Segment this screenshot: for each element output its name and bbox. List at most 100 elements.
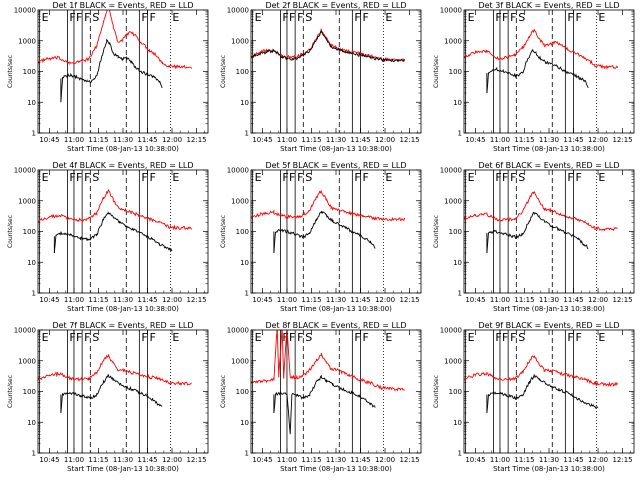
x-tick-label: 10:45 xyxy=(252,136,272,144)
y-tick-label: 10 xyxy=(453,99,462,107)
y-tick-label: 1 xyxy=(32,130,36,138)
marker-label: E xyxy=(385,171,392,184)
chart-title: Det 8f BLACK = Events, RED = LLD xyxy=(265,321,406,330)
x-tick-label: 12:00 xyxy=(375,296,395,304)
series-group xyxy=(38,10,193,103)
x-tick-label: 11:15 xyxy=(88,456,108,464)
y-tick-label: 10000 xyxy=(14,7,36,15)
lld-series-red xyxy=(38,354,192,387)
marker-label: E xyxy=(468,171,475,184)
y-ticks xyxy=(251,329,421,454)
marker-label: F xyxy=(76,11,82,24)
y-tick-label: 1 xyxy=(458,290,462,298)
plot-frame xyxy=(250,9,422,134)
marker-lines xyxy=(39,330,171,453)
y-tick-label: 1000 xyxy=(231,357,249,365)
y-tick-label: 100 xyxy=(449,388,462,396)
x-tick-label: 11:15 xyxy=(88,296,108,304)
marker-label: E xyxy=(172,171,179,184)
marker-label: F xyxy=(282,331,288,344)
marker-label: E xyxy=(598,171,605,184)
plot-frame xyxy=(463,9,635,134)
x-axis-label: Start Time (08-Jan-13 10:38:00) xyxy=(67,465,179,473)
x-axis-label: Start Time (08-Jan-13 10:38:00) xyxy=(493,305,605,313)
x-axis-label: Start Time (08-Jan-13 10:38:00) xyxy=(280,465,392,473)
chart-panel-det-3: Det 3f BLACK = Events, RED = LLD Counts/s… xyxy=(433,1,635,153)
y-tick-label: 1 xyxy=(32,450,36,458)
x-tick-label: 11:15 xyxy=(88,136,108,144)
marker-label: F xyxy=(84,11,90,24)
x-tick-label: 11:30 xyxy=(113,456,133,464)
y-tick-label: 1000 xyxy=(444,357,462,365)
y-tick-label: 1 xyxy=(245,290,249,298)
marker-label: F xyxy=(69,331,75,344)
x-tick-label: 12:00 xyxy=(375,456,395,464)
x-tick-label: 11:30 xyxy=(113,136,133,144)
chart-panel-det-4: Det 4f BLACK = Events, RED = LLD Counts/s… xyxy=(7,161,209,313)
y-axis-label: Counts/sec xyxy=(7,215,14,248)
plot-frame xyxy=(463,169,635,294)
marker-label: F xyxy=(363,171,369,184)
y-axis-label: Counts/sec xyxy=(220,215,227,248)
marker-label: F xyxy=(289,11,295,24)
x-ticks xyxy=(49,10,205,133)
x-tick-label: 11:00 xyxy=(490,296,510,304)
y-tick-label: 1000 xyxy=(18,357,36,365)
x-tick-label: 12:00 xyxy=(588,456,608,464)
x-tick-label: 11:45 xyxy=(563,456,583,464)
events-series-black xyxy=(273,210,376,253)
x-tick-label: 10:45 xyxy=(39,136,59,144)
marker-label: E xyxy=(42,171,49,184)
x-tick-label: 11:00 xyxy=(277,136,297,144)
marker-label: F xyxy=(576,331,582,344)
marker-label: F xyxy=(354,171,360,184)
x-ticks xyxy=(49,170,205,293)
marker-label: F xyxy=(510,171,516,184)
x-tick-label: 11:45 xyxy=(350,456,370,464)
y-tick-label: 1 xyxy=(245,450,249,458)
chart-panel-det-7: Det 7f BLACK = Events, RED = LLD Counts/s… xyxy=(7,321,209,473)
lld-series-red xyxy=(464,191,618,232)
y-tick-label: 100 xyxy=(236,388,249,396)
chart-title: Det 3f BLACK = Events, RED = LLD xyxy=(478,1,619,10)
x-tick-label: 12:00 xyxy=(588,296,608,304)
chart-title: Det 5f BLACK = Events, RED = LLD xyxy=(265,161,406,170)
y-tick-label: 10 xyxy=(27,99,36,107)
lld-series-red xyxy=(464,28,619,70)
x-ticks xyxy=(475,330,631,453)
chart-title: Det 1f BLACK = Events, RED = LLD xyxy=(52,1,193,10)
marker-label: F xyxy=(282,171,288,184)
events-series-black xyxy=(251,30,405,63)
marker-label: E xyxy=(385,331,392,344)
x-tick-label: 12:15 xyxy=(186,136,206,144)
marker-label: F xyxy=(510,11,516,24)
x-tick-label: 10:45 xyxy=(465,136,485,144)
chart-panel-det-8: Det 8f BLACK = Events, RED = LLD Counts/s… xyxy=(220,321,422,473)
marker-label: F xyxy=(576,11,582,24)
plot-frame xyxy=(37,169,209,294)
marker-label: E xyxy=(172,11,179,24)
series-group xyxy=(464,191,618,253)
marker-label: F xyxy=(354,331,360,344)
x-ticks xyxy=(475,170,631,293)
x-tick-label: 11:45 xyxy=(563,136,583,144)
y-tick-label: 10000 xyxy=(14,167,36,175)
marker-label: F xyxy=(502,331,508,344)
x-axis-label: Start Time (08-Jan-13 10:38:00) xyxy=(67,305,179,313)
series-group xyxy=(464,28,619,94)
x-ticks xyxy=(262,330,418,453)
series-group xyxy=(251,28,406,63)
x-tick-label: 11:00 xyxy=(490,456,510,464)
y-ticks xyxy=(251,169,421,294)
x-tick-label: 11:00 xyxy=(64,136,84,144)
y-ticks xyxy=(251,9,421,134)
y-axis-label: Counts/sec xyxy=(433,375,440,408)
x-tick-label: 11:45 xyxy=(137,456,157,464)
marker-label: F xyxy=(495,11,501,24)
y-ticks xyxy=(38,169,208,294)
y-tick-label: 10 xyxy=(453,259,462,267)
marker-label: S xyxy=(518,331,525,344)
x-tick-label: 12:00 xyxy=(588,136,608,144)
x-tick-label: 11:15 xyxy=(301,456,321,464)
x-tick-label: 12:00 xyxy=(162,456,182,464)
